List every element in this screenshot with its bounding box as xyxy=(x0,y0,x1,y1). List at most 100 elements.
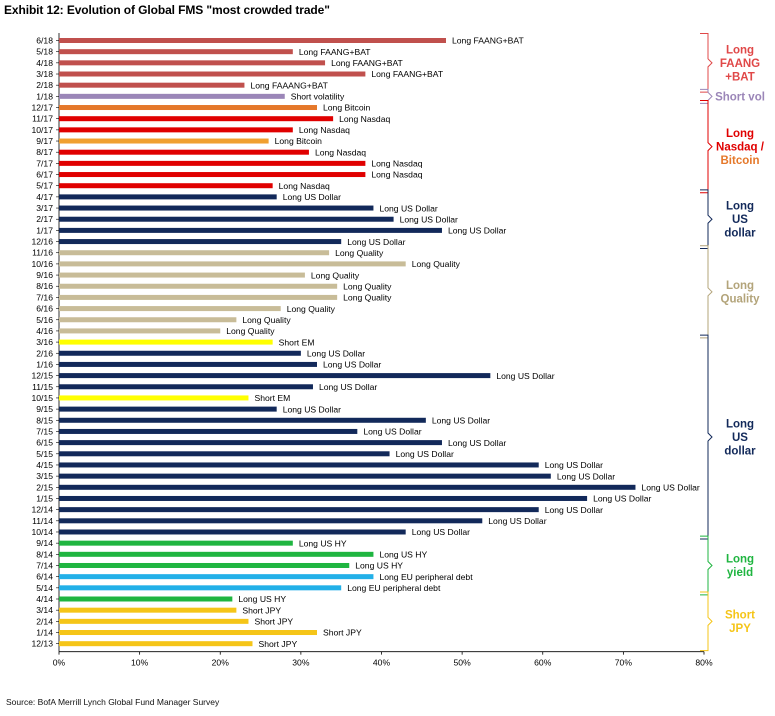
group-label: dollar xyxy=(724,228,756,240)
bar xyxy=(59,361,317,367)
category-label: 3/14 xyxy=(36,605,53,615)
bar xyxy=(59,540,293,546)
bar xyxy=(59,551,374,557)
category-label: 3/17 xyxy=(36,203,53,213)
group-bracket xyxy=(700,334,713,540)
bar-label: Long US Dollar xyxy=(545,460,603,470)
bar xyxy=(59,317,237,323)
category-label: 9/14 xyxy=(36,538,53,548)
category-label: 11/17 xyxy=(32,114,53,124)
bar xyxy=(59,328,221,334)
category-label: 12/17 xyxy=(31,103,53,113)
group-label: Long xyxy=(726,201,754,213)
bar xyxy=(59,205,374,211)
bar-label: Long FAANG+BAT xyxy=(299,47,371,57)
bar xyxy=(59,160,366,166)
bar-label: Long FAAANG+BAT xyxy=(250,80,328,90)
bar-label: Long FAANG+BAT xyxy=(371,69,443,79)
category-label: 4/17 xyxy=(36,192,53,202)
group-label: JPY xyxy=(729,623,751,635)
category-label: 12/15 xyxy=(31,371,53,381)
bar-label: Long Bitcoin xyxy=(275,136,323,146)
bar-label: Long Nasdaq xyxy=(315,147,366,157)
category-label: 9/17 xyxy=(36,136,53,146)
category-label: 11/16 xyxy=(32,248,53,258)
category-label: 12/13 xyxy=(31,639,53,649)
bar-label: Long EU peripheral debt xyxy=(347,583,441,593)
category-label: 6/18 xyxy=(36,36,53,46)
category-label: 2/14 xyxy=(36,616,53,626)
group-label: US xyxy=(732,432,748,444)
bar-label: Long US Dollar xyxy=(412,527,470,537)
group-label: Nasdaq / xyxy=(716,142,765,154)
bar xyxy=(59,618,249,624)
chart-title: Exhibit 12: Evolution of Global FMS "mos… xyxy=(4,3,330,17)
bar xyxy=(59,283,338,289)
bar xyxy=(59,294,338,300)
category-label: 10/14 xyxy=(31,527,53,537)
bar xyxy=(59,630,317,636)
bar xyxy=(59,239,342,245)
bar-label: Long Nasdaq xyxy=(371,159,422,169)
bar-label: Long FAANG+BAT xyxy=(452,36,524,46)
bar xyxy=(59,49,293,55)
category-label: 1/16 xyxy=(36,359,53,369)
x-tick-label: 60% xyxy=(534,658,552,668)
bar-label: Long US Dollar xyxy=(307,348,365,358)
category-label: 7/16 xyxy=(36,292,53,302)
bar-label: Long EU peripheral debt xyxy=(379,572,473,582)
bar-label: Long US HY xyxy=(238,594,286,604)
category-label: 2/15 xyxy=(36,482,53,492)
bar-label: Long US Dollar xyxy=(283,404,341,414)
bar-label: Short volatility xyxy=(291,92,345,102)
bar-label: Short JPY xyxy=(259,639,298,649)
source-note: Source: BofA Merrill Lynch Global Fund M… xyxy=(6,697,220,707)
x-tick-label: 10% xyxy=(131,658,149,668)
bar xyxy=(59,406,277,412)
bar xyxy=(59,272,305,278)
bar-label: Long Nasdaq xyxy=(371,170,422,180)
x-tick-label: 0% xyxy=(53,658,66,668)
bar-label: Long US Dollar xyxy=(641,483,699,493)
group-label: FAANG xyxy=(720,58,760,70)
category-label: 8/17 xyxy=(36,147,53,157)
group-label: Long xyxy=(726,554,754,566)
category-label: 7/14 xyxy=(36,560,53,570)
group-label: Long xyxy=(726,280,754,292)
bar-label: Long Nasdaq xyxy=(279,181,330,191)
bar-label: Long US Dollar xyxy=(488,516,546,526)
category-label: 3/15 xyxy=(36,471,53,481)
group-bracket xyxy=(700,88,713,104)
category-label: 7/17 xyxy=(36,158,53,168)
group-label: US xyxy=(732,214,748,226)
bar-label: Long Quality xyxy=(226,326,275,336)
category-label: 12/14 xyxy=(31,505,53,515)
bar-label: Long Quality xyxy=(343,293,392,303)
bar-label: Long Quality xyxy=(311,270,360,280)
bar xyxy=(59,518,483,524)
category-label: 6/14 xyxy=(36,572,53,582)
bar xyxy=(59,116,334,122)
category-label: 4/18 xyxy=(36,58,53,68)
group-bracket xyxy=(700,33,713,93)
bar-label: Long Quality xyxy=(343,281,392,291)
group-label: yield xyxy=(727,567,753,579)
group-bracket xyxy=(700,100,713,194)
category-label: 2/17 xyxy=(36,214,53,224)
category-label: 1/18 xyxy=(36,91,53,101)
bar xyxy=(59,250,330,256)
bar xyxy=(59,127,293,133)
bar-label: Long US Dollar xyxy=(347,237,405,247)
bar-label: Long US Dollar xyxy=(557,471,615,481)
bars-layer: 6/18 Long FAANG+BAT 5/18 Long FAANG+BAT 4/18… xyxy=(31,36,699,649)
x-tick-label: 70% xyxy=(615,658,633,668)
category-label: 5/15 xyxy=(36,449,53,459)
category-label: 12/16 xyxy=(31,237,53,247)
category-label: 5/16 xyxy=(36,315,53,325)
bar-label: Long Nasdaq xyxy=(339,114,390,124)
bar xyxy=(59,93,285,99)
bar-label: Long Quality xyxy=(412,259,461,269)
bar-label: Long US Dollar xyxy=(545,505,603,515)
bar-label: Long US Dollar xyxy=(496,371,554,381)
